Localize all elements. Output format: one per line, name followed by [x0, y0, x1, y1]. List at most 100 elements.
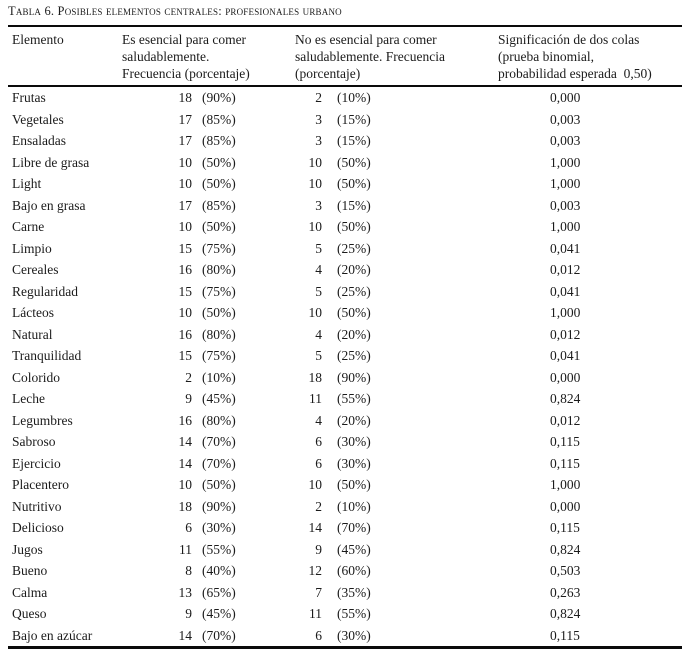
percentage-value: (25%) — [337, 348, 371, 363]
frequency-value: 3 — [315, 133, 322, 148]
cell-not-essential-frequency: 2 (10%) — [295, 86, 498, 109]
cell-essential-frequency: 6 (30%) — [122, 517, 295, 539]
cell-essential-frequency: 17 (85%) — [122, 109, 295, 131]
percentage-value: (25%) — [337, 283, 371, 299]
cell-significance: 0,115 — [550, 455, 580, 471]
percentage-value: (25%) — [337, 240, 371, 256]
cell-essential-frequency: 17 (85%) — [122, 130, 295, 152]
frequency-value: 10 — [308, 219, 323, 234]
cell-essential-frequency: 18 (90%) — [122, 86, 295, 109]
frequency-value: 4 — [315, 262, 322, 277]
frequency-value: 15 — [178, 240, 193, 256]
frequency-value: 3 — [315, 197, 322, 213]
cell-element: Tranquilidad — [12, 348, 82, 363]
percentage-value: (10%) — [337, 498, 371, 514]
percentage-value: (70%) — [202, 455, 236, 471]
cell-element: Bajo en azúcar — [12, 627, 93, 643]
frequency-value: 3 — [315, 111, 322, 127]
cell-not-essential-frequency: 5 (25%) — [295, 345, 498, 367]
table-row: Leche 9 (45%) 11 (55%) 0,824 — [8, 388, 682, 410]
cell-essential-frequency: 10 (50%) — [122, 173, 295, 195]
cell-element: Colorido — [12, 369, 61, 385]
frequency-value: 10 — [178, 305, 193, 320]
frequency-value: 12 — [308, 563, 323, 578]
cell-not-essential-frequency: 10 (50%) — [295, 474, 498, 496]
percentage-value: (50%) — [202, 305, 236, 320]
frequency-value: 9 — [315, 541, 322, 557]
table-row: Tranquilidad 15 (75%) 5 (25%) 0,041 — [8, 345, 682, 367]
cell-element: Carne — [12, 219, 45, 234]
frequency-value: 5 — [315, 283, 322, 299]
cell-element: Nutritivo — [12, 498, 62, 514]
cell-essential-frequency: 2 (10%) — [122, 367, 295, 389]
cell-significance: 0,263 — [550, 584, 581, 600]
frequency-value: 10 — [178, 219, 193, 234]
table-row: Placentero 10 (50%) 10 (50%) 1,000 — [8, 474, 682, 496]
cell-element: Lácteos — [12, 305, 54, 320]
frequency-value: 10 — [308, 477, 323, 492]
percentage-value: (70%) — [337, 520, 371, 535]
frequency-value: 2 — [315, 90, 322, 105]
cell-essential-frequency: 17 (85%) — [122, 195, 295, 217]
cell-essential-frequency: 18 (90%) — [122, 496, 295, 518]
cell-significance: 0,115 — [550, 520, 580, 535]
percentage-value: (85%) — [202, 133, 236, 148]
percentage-value: (50%) — [337, 176, 371, 191]
cell-not-essential-frequency: 14 (70%) — [295, 517, 498, 539]
cell-element: Frutas — [12, 90, 46, 105]
frequency-value: 2 — [315, 498, 322, 514]
cell-essential-frequency: 9 (45%) — [122, 388, 295, 410]
percentage-value: (45%) — [202, 606, 236, 621]
cell-element: Placentero — [12, 477, 69, 492]
cell-element: Cereales — [12, 262, 59, 277]
frequency-value: 10 — [178, 176, 193, 191]
header-row: Elemento Es esencial para comer saludabl… — [8, 26, 682, 87]
cell-essential-frequency: 10 (50%) — [122, 474, 295, 496]
frequency-value: 11 — [179, 541, 192, 557]
cell-not-essential-frequency: 2 (10%) — [295, 496, 498, 518]
percentage-value: (50%) — [202, 176, 236, 191]
table-row: Jugos 11 (55%) 9 (45%) 0,824 — [8, 539, 682, 561]
percentage-value: (30%) — [337, 627, 371, 643]
cell-essential-frequency: 9 (45%) — [122, 603, 295, 625]
cell-significance: 1,000 — [550, 219, 581, 234]
table-row: Limpio 15 (75%) 5 (25%) 0,041 — [8, 238, 682, 260]
table-row: Ejercicio 14 (70%) 6 (30%) 0,115 — [8, 453, 682, 475]
table-row: Lácteos 10 (50%) 10 (50%) 1,000 — [8, 302, 682, 324]
frequency-value: 11 — [309, 391, 322, 406]
cell-significance: 0,115 — [550, 627, 580, 643]
frequency-value: 11 — [309, 606, 322, 621]
cell-essential-frequency: 14 (70%) — [122, 625, 295, 648]
cell-not-essential-frequency: 11 (55%) — [295, 603, 498, 625]
percentage-value: (75%) — [202, 240, 236, 256]
cell-essential-frequency: 15 (75%) — [122, 345, 295, 367]
frequency-value: 9 — [185, 606, 192, 621]
table-row: Sabroso 14 (70%) 6 (30%) 0,115 — [8, 431, 682, 453]
frequency-value: 10 — [308, 305, 323, 320]
cell-essential-frequency: 11 (55%) — [122, 539, 295, 561]
cell-essential-frequency: 8 (40%) — [122, 560, 295, 582]
cell-element: Vegetales — [12, 111, 64, 127]
frequency-value: 14 — [308, 520, 323, 535]
percentage-value: (10%) — [202, 369, 236, 385]
percentage-value: (50%) — [337, 305, 371, 320]
percentage-value: (90%) — [202, 498, 236, 514]
table-row: Libre de grasa 10 (50%) 10 (50%) 1,000 — [8, 152, 682, 174]
cell-element: Bueno — [12, 563, 48, 578]
frequency-value: 6 — [315, 434, 322, 449]
percentage-value: (50%) — [202, 219, 236, 234]
cell-significance: 0,012 — [550, 412, 581, 428]
cell-significance: 1,000 — [550, 305, 581, 320]
cell-element: Natural — [12, 326, 53, 342]
cell-not-essential-frequency: 6 (30%) — [295, 625, 498, 648]
cell-essential-frequency: 10 (50%) — [122, 216, 295, 238]
cell-essential-frequency: 15 (75%) — [122, 238, 295, 260]
cell-significance: 0,012 — [550, 262, 581, 277]
cell-essential-frequency: 16 (80%) — [122, 324, 295, 346]
percentage-value: (80%) — [202, 326, 236, 342]
cell-significance: 0,003 — [550, 111, 581, 127]
cell-significance: 0,041 — [550, 283, 581, 299]
percentage-value: (65%) — [202, 584, 236, 600]
table-row: Queso 9 (45%) 11 (55%) 0,824 — [8, 603, 682, 625]
percentage-value: (55%) — [337, 606, 371, 621]
